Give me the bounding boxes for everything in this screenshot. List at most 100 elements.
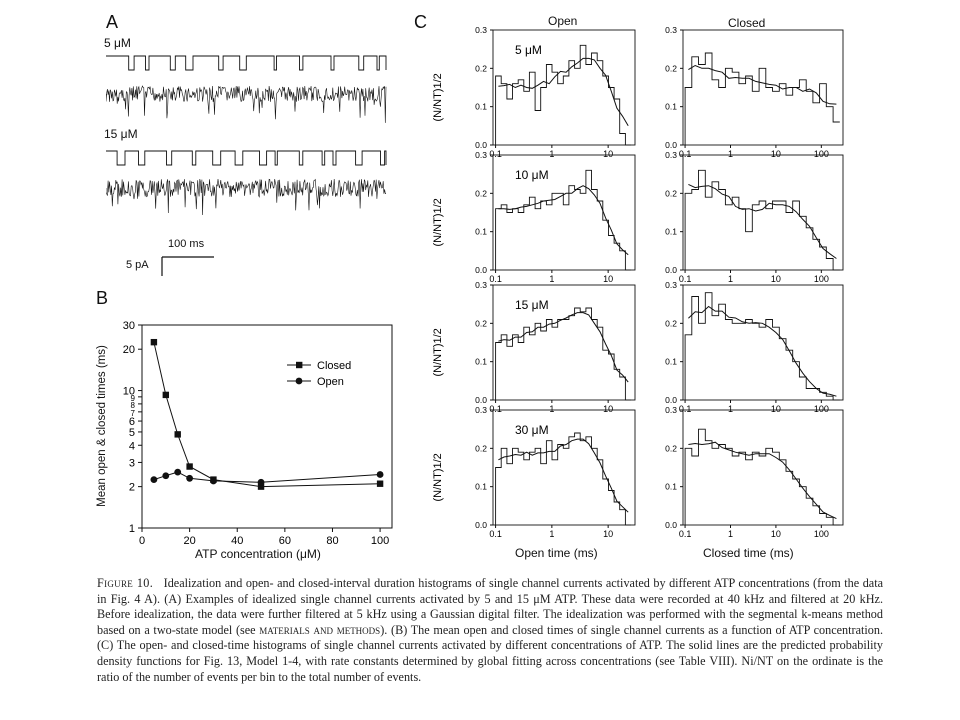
open-histogram — [495, 169, 631, 271]
xlabel-closed: Closed time (ms) — [703, 546, 794, 560]
y-tick-label: 20 — [123, 344, 135, 356]
x-tick-label: 1 — [549, 149, 554, 159]
closed-point — [186, 463, 193, 470]
open-fit-curve — [498, 57, 629, 127]
closed-fit-curve — [688, 441, 837, 520]
x-tick-label: 40 — [231, 535, 243, 547]
x-tick-label: 0.1 — [679, 149, 692, 159]
open-hist-frame — [492, 409, 636, 526]
x-tick-label: 0.1 — [679, 274, 692, 284]
panel-c-histograms: 5 μM(N/NT)1/20.00.10.20.30.1 1 100.00.10.2… — [432, 25, 844, 539]
legend-marker — [295, 377, 303, 385]
x-tick-label: 10 — [771, 149, 781, 159]
x-tick-label: 1 — [549, 529, 554, 539]
y-tick-label: 2 — [129, 482, 135, 494]
x-tick-label: 10 — [771, 274, 781, 284]
x-tick-label: 0.1 — [489, 274, 502, 284]
closed-histogram — [684, 292, 840, 401]
open-point — [150, 476, 158, 483]
closed-hist-frame — [682, 284, 844, 401]
x-tick-label: 10 — [603, 404, 613, 414]
closed-point — [174, 431, 181, 438]
open-hist-frame — [492, 284, 636, 401]
row-concentration-label: 15 μM — [515, 298, 549, 312]
y-tick-label: 0.1 — [475, 482, 487, 492]
x-tick-label: 0.1 — [679, 404, 692, 414]
x-tick-label: 1 — [549, 274, 554, 284]
x-tick-label: 60 — [279, 535, 291, 547]
open-point — [174, 468, 182, 476]
y-tick-label: 0.2 — [665, 188, 677, 198]
y-tick-label: 0.0 — [665, 520, 677, 530]
closed-hist-frame — [682, 409, 844, 526]
current-traces — [106, 55, 387, 216]
legend-marker — [296, 361, 303, 369]
y-tick-label: 5 — [129, 427, 135, 439]
x-tick-label: 1 — [728, 404, 733, 414]
closed-point — [376, 480, 384, 487]
y-tick-label: 0.3 — [665, 150, 677, 160]
closed-point — [162, 391, 170, 399]
x-tick-label: 1 — [549, 404, 554, 414]
open-point — [186, 474, 194, 482]
legend-label: Open — [317, 376, 344, 388]
x-tick-label: 0 — [139, 535, 145, 547]
col-closed-title: Closed — [728, 16, 766, 30]
y-tick-label: 0.2 — [475, 63, 487, 73]
x-tick-label: 0.1 — [489, 529, 502, 539]
x-tick-label: 0.1 — [679, 529, 692, 539]
y-tick-label: 0.0 — [475, 395, 487, 405]
panel-a-traces — [106, 55, 387, 276]
y-tick-label: 0.2 — [475, 443, 487, 453]
row-ylabel: (N/NT)1/2 — [432, 198, 444, 246]
y-tick-label: 0.0 — [665, 140, 677, 150]
idealized-trace-15um — [106, 150, 387, 166]
y-tick-label: 0.0 — [475, 265, 487, 275]
x-tick-label: 100 — [814, 529, 829, 539]
x-tick-label: 10 — [603, 274, 613, 284]
y-tick-label: 0.0 — [665, 395, 677, 405]
open-point — [162, 472, 170, 480]
y-tick-label: 0.3 — [475, 25, 487, 35]
y-tick-label: 0.1 — [475, 357, 487, 367]
trace2-label: 15 μM — [104, 127, 138, 141]
closed-point — [150, 338, 158, 346]
x-tick-label: 10 — [771, 404, 781, 414]
y-tick-label: 0.3 — [665, 405, 677, 415]
y-tick-label: 0.1 — [665, 227, 677, 237]
current-scale-label: 5 pA — [126, 259, 149, 271]
y-tick-label: 0.0 — [665, 265, 677, 275]
closed-fit-curve — [688, 183, 837, 259]
panel-b-xlabel: ATP concentration (μM) — [195, 547, 321, 561]
closed-histogram — [684, 169, 840, 271]
y-tick-label: 9 — [131, 394, 136, 403]
y-tick-label: 30 — [123, 320, 135, 332]
y-tick-label: 0.2 — [665, 443, 677, 453]
idealized-trace-5um — [106, 55, 387, 71]
x-tick-label: 0.1 — [489, 149, 502, 159]
x-tick-label: 100 — [371, 535, 389, 547]
row-ylabel: (N/NT)1/2 — [432, 453, 444, 501]
closed-histogram — [684, 52, 840, 145]
closed-fit-curve — [688, 64, 837, 105]
x-tick-label: 10 — [771, 529, 781, 539]
col-open-title: Open — [548, 14, 578, 28]
panel-b-frame — [141, 324, 393, 529]
y-tick-label: 0.0 — [475, 520, 487, 530]
y-tick-label: 0.3 — [665, 25, 677, 35]
panel-c-letter: C — [414, 12, 427, 32]
legend-label: Closed — [317, 360, 351, 372]
caption-text: Idealization and open- and closed-interv… — [97, 576, 884, 637]
y-tick-label: 0.0 — [475, 140, 487, 150]
y-tick-label: 0.3 — [475, 150, 487, 160]
x-tick-label: 10 — [603, 529, 613, 539]
y-tick-label: 0.2 — [475, 318, 487, 328]
row-concentration-label: 10 μM — [515, 168, 549, 182]
y-tick-label: 6 — [129, 416, 135, 428]
open-hist-frame — [492, 154, 636, 271]
open-hist-frame — [492, 29, 636, 146]
x-tick-label: 1 — [728, 529, 733, 539]
x-tick-label: 0.1 — [489, 404, 502, 414]
time-scale-label: 100 ms — [168, 238, 205, 250]
